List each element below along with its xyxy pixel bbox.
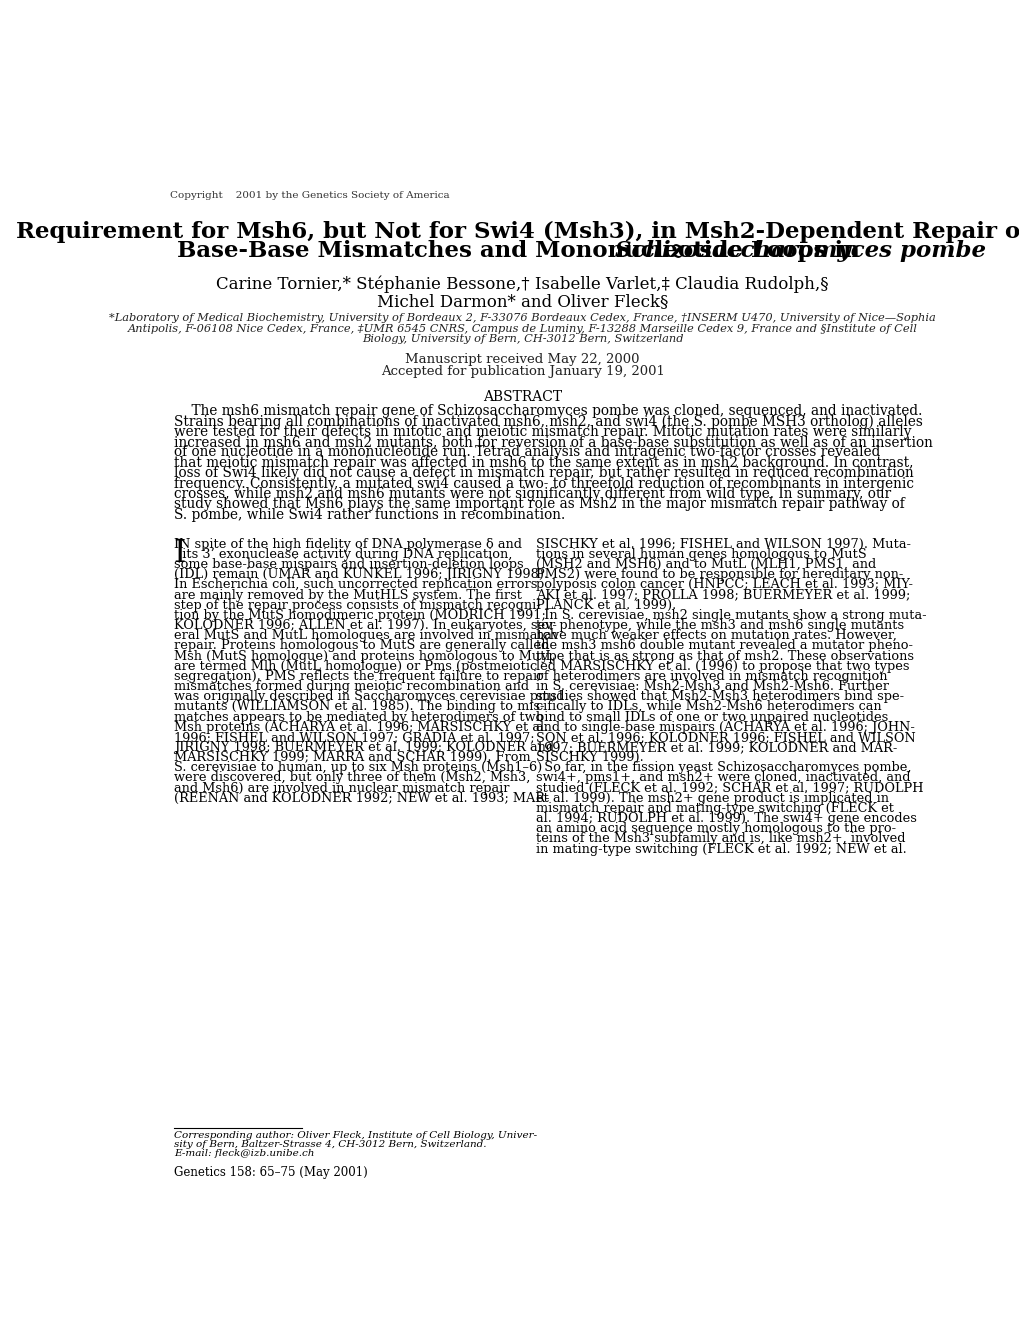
Text: I: I (173, 539, 185, 569)
Text: al. 1994; RUDOLPH et al. 1999). The swi4+ gene encodes: al. 1994; RUDOLPH et al. 1999). The swi4… (535, 812, 916, 825)
Text: bind to small IDLs of one or two unpaired nucleotides: bind to small IDLs of one or two unpaire… (535, 711, 888, 723)
Text: SON et al. 1996; KOLODNER 1996; FISHEL and WILSON: SON et al. 1996; KOLODNER 1996; FISHEL a… (535, 731, 915, 744)
Text: *Laboratory of Medical Biochemistry, University of Bordeaux 2, F-33076 Bordeaux : *Laboratory of Medical Biochemistry, Uni… (109, 312, 935, 323)
Text: MARSISCHKY 1999; MARRA and SCHÄR 1999). From: MARSISCHKY 1999; MARRA and SCHÄR 1999).… (174, 751, 530, 764)
Text: the msh3 msh6 double mutant revealed a mutator pheno-: the msh3 msh6 double mutant revealed a m… (535, 639, 912, 653)
Text: Base-Base Mismatches and Mononucleotide Loops in: Base-Base Mismatches and Mononucleotide … (177, 241, 867, 262)
Text: 1997; BUERMEYER et al. 1999; KOLODNER and MAR-: 1997; BUERMEYER et al. 1999; KOLODNER an… (535, 741, 897, 753)
Text: Manuscript received May 22, 2000: Manuscript received May 22, 2000 (406, 354, 639, 365)
Text: its 3’ exonuclease activity during DNA replication,: its 3’ exonuclease activity during DNA r… (174, 548, 512, 561)
Text: study showed that Msh6 plays the same important role as Msh2 in the major mismat: study showed that Msh6 plays the same im… (174, 498, 904, 511)
Text: polyposis colon cancer (HNPCC; LEACH et al. 1993; MIY-: polyposis colon cancer (HNPCC; LEACH et … (535, 579, 912, 592)
Text: and to single-base mispairs (ACHARYA et al. 1996; JOHN-: and to single-base mispairs (ACHARYA et … (535, 720, 914, 733)
Text: some base-base mispairs and insertion-deletion loops: some base-base mispairs and insertion-de… (174, 557, 523, 571)
Text: (MSH2 and MSH6) and to MutL (MLH1, PMS1, and: (MSH2 and MSH6) and to MutL (MLH1, PMS1,… (535, 557, 875, 571)
Text: that meiotic mismatch repair was affected in msh6 to the same extent as in msh2 : that meiotic mismatch repair was affecte… (174, 455, 913, 470)
Text: (REENAN and KOLODNER 1992; NEW et al. 1993; MAR-: (REENAN and KOLODNER 1992; NEW et al. 19… (174, 792, 549, 805)
Text: studies showed that Msh2-Msh3 heterodimers bind spe-: studies showed that Msh2-Msh3 heterodime… (535, 690, 903, 703)
Text: were tested for their defects in mitotic and meiotic mismatch repair. Mitotic mu: were tested for their defects in mitotic… (174, 425, 911, 438)
Text: SISCHKY et al. 1996; FISHEL and WILSON 1997). Muta-: SISCHKY et al. 1996; FISHEL and WILSON 1… (535, 538, 910, 551)
Text: Michel Darmon* and Oliver Fleck§: Michel Darmon* and Oliver Fleck§ (377, 293, 667, 310)
Text: matches appears to be mediated by heterodimers of two: matches appears to be mediated by hetero… (174, 711, 543, 723)
Text: Carine Tornier,* Stéphanie Bessone,† Isabelle Varlet,‡ Claudia Rudolph,§: Carine Tornier,* Stéphanie Bessone,† Isa… (216, 275, 828, 294)
Text: eral MutS and MutL homologues are involved in mismatch: eral MutS and MutL homologues are involv… (174, 629, 557, 642)
Text: cifically to IDLs, while Msh2-Msh6 heterodimers can: cifically to IDLs, while Msh2-Msh6 heter… (535, 700, 880, 714)
Text: Strains bearing all combinations of inactivated msh6, msh2, and swi4 (the S. pom: Strains bearing all combinations of inac… (174, 414, 922, 429)
Text: and Msh6) are involved in nuclear mismatch repair: and Msh6) are involved in nuclear mismat… (174, 781, 510, 794)
Text: KOLODNER 1996; ALLEN et al. 1997). In eukaryotes, sev-: KOLODNER 1996; ALLEN et al. 1997). In eu… (174, 620, 556, 632)
Text: mismatch repair and mating-type switching (FLECK et: mismatch repair and mating-type switchin… (535, 802, 893, 816)
Text: Requirement for Msh6, but Not for Swi4 (Msh3), in Msh2-Dependent Repair of: Requirement for Msh6, but Not for Swi4 (… (15, 221, 1019, 242)
Text: Schizosaccharomyces pombe: Schizosaccharomyces pombe (614, 241, 984, 262)
Text: are termed Mlh (MutL homologue) or Pms (postmeiotic: are termed Mlh (MutL homologue) or Pms (… (174, 659, 537, 673)
Text: Msh proteins (ACHARYA et al. 1996; MARSISCHKY et al.: Msh proteins (ACHARYA et al. 1996; MARSI… (174, 720, 548, 733)
Text: So far, in the fission yeast Schizosaccharomyces pombe,: So far, in the fission yeast Schizosacch… (535, 761, 911, 775)
Text: type that is as strong as that of msh2. These observations: type that is as strong as that of msh2. … (535, 650, 913, 662)
Text: frequency. Consistently, a mutated swi4 caused a two- to threefold reduction of : frequency. Consistently, a mutated swi4 … (174, 477, 913, 490)
Text: Copyright    2001 by the Genetics Society of America: Copyright 2001 by the Genetics Society o… (170, 191, 449, 200)
Text: sity of Bern, Baltzer-Strasse 4, CH-3012 Bern, Switzerland.: sity of Bern, Baltzer-Strasse 4, CH-3012… (174, 1140, 486, 1149)
Text: increased in msh6 and msh2 mutants, both for reversion of a base-base substituti: increased in msh6 and msh2 mutants, both… (174, 434, 932, 449)
Text: led MARSISCHKY et al. (1996) to propose that two types: led MARSISCHKY et al. (1996) to propose … (535, 659, 909, 673)
Text: tor phenotype, while the msh3 and msh6 single mutants: tor phenotype, while the msh3 and msh6 s… (535, 620, 903, 632)
Text: tions in several human genes homologous to MutS: tions in several human genes homologous … (535, 548, 866, 561)
Text: SISCHKY 1999).: SISCHKY 1999). (535, 751, 643, 764)
Text: Corresponding author: Oliver Fleck, Institute of Cell Biology, Univer-: Corresponding author: Oliver Fleck, Inst… (174, 1132, 537, 1140)
Text: segregation). PMS reflects the frequent failure to repair: segregation). PMS reflects the frequent … (174, 670, 543, 683)
Text: PMS2) were found to be responsible for hereditary non-: PMS2) were found to be responsible for h… (535, 568, 903, 581)
Text: loss of Swi4 likely did not cause a defect in mismatch repair, but rather result: loss of Swi4 likely did not cause a defe… (174, 466, 913, 481)
Text: 1996; FISHEL and WILSON 1997; GRADIA et al. 1997;: 1996; FISHEL and WILSON 1997; GRADIA et … (174, 731, 534, 744)
Text: ABSTRACT: ABSTRACT (483, 389, 561, 404)
Text: Genetics 158: 65–75 (May 2001): Genetics 158: 65–75 (May 2001) (174, 1166, 368, 1180)
Text: mismatches formed during meiotic recombination and: mismatches formed during meiotic recombi… (174, 681, 529, 692)
Text: E-mail: fleck@izb.unibe.ch: E-mail: fleck@izb.unibe.ch (174, 1149, 314, 1158)
Text: Accepted for publication January 19, 2001: Accepted for publication January 19, 200… (380, 365, 664, 379)
Text: S. pombe, while Swi4 rather functions in recombination.: S. pombe, while Swi4 rather functions in… (174, 507, 565, 522)
Text: in mating-type switching (FLECK et al. 1992; NEW et al.: in mating-type switching (FLECK et al. 1… (535, 842, 906, 855)
Text: In Escherichia coli, such uncorrected replication errors: In Escherichia coli, such uncorrected re… (174, 579, 537, 592)
Text: Biology, University of Bern, CH-3012 Bern, Switzerland: Biology, University of Bern, CH-3012 Ber… (362, 335, 683, 344)
Text: Antipolis, F-06108 Nice Cedex, France, ‡UMR 6545 CNRS, Campus de Luminy, F-13288: Antipolis, F-06108 Nice Cedex, France, ‡… (127, 323, 917, 334)
Text: IN spite of the high fidelity of DNA polymerase δ and: IN spite of the high fidelity of DNA pol… (174, 538, 522, 551)
Text: S. cerevisiae to human, up to six Msh proteins (Msh1–6): S. cerevisiae to human, up to six Msh pr… (174, 761, 542, 775)
Text: an amino acid sequence mostly homologous to the pro-: an amino acid sequence mostly homologous… (535, 822, 895, 835)
Text: in S. cerevisiae: Msh2-Msh3 and Msh2-Msh6. Further: in S. cerevisiae: Msh2-Msh3 and Msh2-Msh… (535, 681, 888, 692)
Text: et al. 1999). The msh2+ gene product is implicated in: et al. 1999). The msh2+ gene product is … (535, 792, 888, 805)
Text: were discovered, but only three of them (Msh2, Msh3,: were discovered, but only three of them … (174, 772, 530, 785)
Text: repair. Proteins homologous to MutS are generally called: repair. Proteins homologous to MutS are … (174, 639, 548, 653)
Text: (IDL) remain (UMAR and KUNKEL 1996; JIRIGNY 1998).: (IDL) remain (UMAR and KUNKEL 1996; JIRI… (174, 568, 547, 581)
Text: In S. cerevisiae, msh2 single mutants show a strong muta-: In S. cerevisiae, msh2 single mutants sh… (535, 609, 925, 622)
Text: Msh (MutS homologue) and proteins homologous to MutL: Msh (MutS homologue) and proteins homolo… (174, 650, 553, 662)
Text: step of the repair process consists of mismatch recogni-: step of the repair process consists of m… (174, 598, 540, 612)
Text: AKI et al. 1997; PROLLA 1998; BUERMEYER et al. 1999;: AKI et al. 1997; PROLLA 1998; BUERMEYER … (535, 589, 909, 601)
Text: was originally described in Saccharomyces cerevisiae pms1: was originally described in Saccharomyce… (174, 690, 565, 703)
Text: studied (FLECK et al. 1992; SCHÄR et al. 1997; RUDOLPH: studied (FLECK et al. 1992; SCHÄR et al… (535, 781, 922, 794)
Text: of heterodimers are involved in mismatch recognition: of heterodimers are involved in mismatch… (535, 670, 887, 683)
Text: tion by the MutS homodimeric protein (MODRICH 1991;: tion by the MutS homodimeric protein (MO… (174, 609, 545, 622)
Text: The msh6 mismatch repair gene of Schizosaccharomyces pombe was cloned, sequenced: The msh6 mismatch repair gene of Schizos… (174, 404, 921, 418)
Text: have much weaker effects on mutation rates. However,: have much weaker effects on mutation rat… (535, 629, 896, 642)
Text: teins of the Msh3 subfamily and is, like msh2+, involved: teins of the Msh3 subfamily and is, like… (535, 833, 905, 846)
Text: of one nucleotide in a mononucleotide run. Tetrad analysis and intragenic two-fa: of one nucleotide in a mononucleotide ru… (174, 445, 879, 459)
Text: mutants (WILLIAMSON et al. 1985). The binding to mis-: mutants (WILLIAMSON et al. 1985). The bi… (174, 700, 544, 714)
Text: crosses, while msh2 and msh6 mutants were not significantly different from wild : crosses, while msh2 and msh6 mutants wer… (174, 487, 891, 500)
Text: PLANCK et al. 1999).: PLANCK et al. 1999). (535, 598, 676, 612)
Text: swi4+, pms1+, and msh2+ were cloned, inactivated, and: swi4+, pms1+, and msh2+ were cloned, ina… (535, 772, 910, 785)
Text: JIRIGNY 1998; BUERMEYER et al. 1999; KOLODNER and: JIRIGNY 1998; BUERMEYER et al. 1999; KOL… (174, 741, 553, 753)
Text: are mainly removed by the MutHLS system. The first: are mainly removed by the MutHLS system.… (174, 589, 522, 601)
